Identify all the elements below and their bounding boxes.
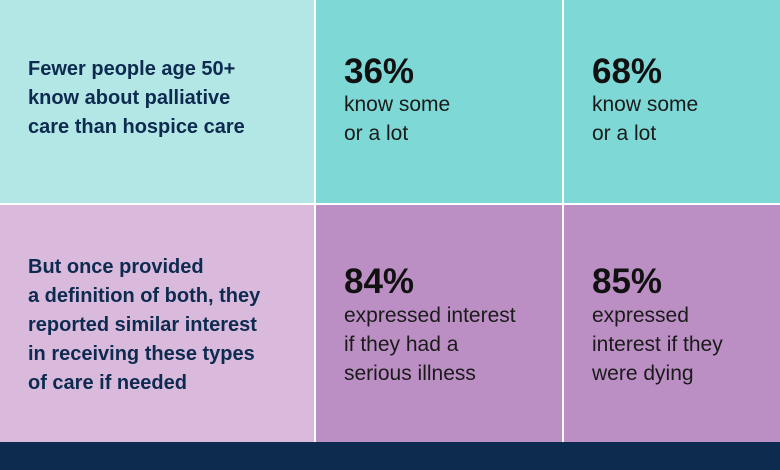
heading-line: a definition of both, they <box>28 285 261 307</box>
stat-text: 68% <box>592 52 663 91</box>
stat-description: know some or a lot <box>344 90 450 148</box>
stat-value: 85% <box>592 262 662 302</box>
heading-line: in receiving these types <box>28 343 255 365</box>
stat-description: expressed interest if they had a serious i… <box>344 301 516 388</box>
row-heading-box: Fewer people age 50+ know about palliativ… <box>0 0 314 203</box>
heading-line: know about palliative <box>28 87 231 109</box>
heading-line: care than hospice care <box>28 116 245 138</box>
description-line: expressed <box>592 304 689 327</box>
heading-line: But once provided <box>28 256 204 278</box>
description-line: know some <box>344 93 451 116</box>
row-heading-box: But once provided a definition of both, t… <box>0 205 314 442</box>
heading: Fewer people age 50+ know about palliativ… <box>28 55 245 142</box>
description-line: were dying <box>592 362 694 385</box>
heading-line: reported similar interest <box>28 314 257 336</box>
stat-box: 84% expressed interest if they had a seriou… <box>316 205 562 442</box>
stat-description: expressed interest if they were dying <box>592 301 723 388</box>
stat-box: 85% expressed interest if they were dying <box>564 205 780 442</box>
description-line: if they had a <box>344 333 459 356</box>
description-line: or a lot <box>592 122 657 145</box>
description-line: interest if they <box>592 333 723 356</box>
stat-text: 85% <box>592 262 663 301</box>
description-line: know some <box>592 93 699 116</box>
description-line: or a lot <box>344 122 409 145</box>
stat-text: 84% <box>344 262 415 301</box>
stat-description: know some or a lot <box>592 90 698 148</box>
stat-value: 68% <box>592 52 662 92</box>
heading-line: of care if needed <box>28 372 187 394</box>
stat-text: 36% <box>344 52 415 91</box>
heading-line: Fewer people age 50+ <box>28 58 236 80</box>
footer-band <box>0 442 780 470</box>
stat-box: 36% know some or a lot <box>316 0 562 203</box>
stat-value: 84% <box>344 262 414 302</box>
description-line: serious illness <box>344 362 476 385</box>
description-line: expressed interest <box>344 304 516 327</box>
stat-value: 36% <box>344 52 414 92</box>
heading: But once provided a definition of both, t… <box>28 253 260 398</box>
stat-box: 68% know some or a lot <box>564 0 780 203</box>
